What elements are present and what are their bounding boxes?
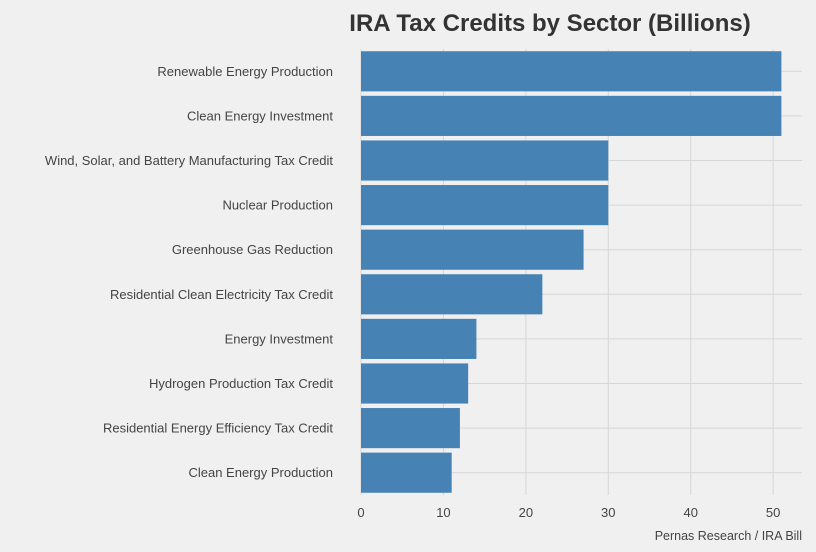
bar: [361, 318, 477, 359]
x-tick-label: 10: [436, 505, 450, 520]
category-label: Clean Energy Investment: [187, 108, 333, 123]
category-label: Residential Energy Efficiency Tax Credit: [103, 421, 333, 436]
category-labels: Renewable Energy Production Clean Energy …: [45, 64, 333, 480]
bar: [361, 185, 609, 226]
bar: [361, 140, 609, 181]
bar: [361, 363, 469, 404]
category-label: Greenhouse Gas Reduction: [172, 242, 333, 257]
category-label: Renewable Energy Production: [157, 64, 333, 79]
x-tick-labels: 0 10 20 30 40 50: [357, 505, 780, 520]
x-tick-label: 40: [683, 505, 697, 520]
category-label: Wind, Solar, and Battery Manufacturing T…: [45, 153, 333, 168]
category-label: Residential Clean Electricity Tax Credit: [110, 287, 333, 302]
bar: [361, 274, 543, 315]
bar: [361, 408, 460, 449]
bar: [361, 229, 584, 270]
chart-title: IRA Tax Credits by Sector (Billions): [349, 10, 750, 37]
bar: [361, 51, 782, 92]
bar: [361, 452, 452, 493]
x-tick-label: 50: [766, 505, 780, 520]
x-tick-label: 30: [601, 505, 615, 520]
bars: [361, 51, 782, 493]
x-tick-label: 20: [519, 505, 533, 520]
category-label: Nuclear Production: [222, 198, 333, 213]
category-label: Hydrogen Production Tax Credit: [149, 376, 333, 391]
bar: [361, 95, 782, 136]
category-label: Clean Energy Production: [188, 465, 333, 480]
category-label: Energy Investment: [225, 331, 334, 346]
chart-caption: Pernas Research / IRA Bill: [655, 529, 802, 543]
x-tick-label: 0: [357, 505, 364, 520]
